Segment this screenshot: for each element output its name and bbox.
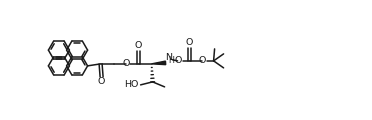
Text: O: O: [98, 77, 105, 86]
Text: N: N: [166, 53, 173, 62]
Polygon shape: [152, 61, 166, 65]
Text: O: O: [123, 59, 130, 68]
Text: HO: HO: [124, 80, 139, 89]
Text: O: O: [135, 41, 142, 50]
Text: H: H: [168, 56, 174, 65]
Text: O: O: [186, 38, 193, 47]
Text: O: O: [175, 56, 182, 65]
Text: O: O: [199, 56, 206, 65]
